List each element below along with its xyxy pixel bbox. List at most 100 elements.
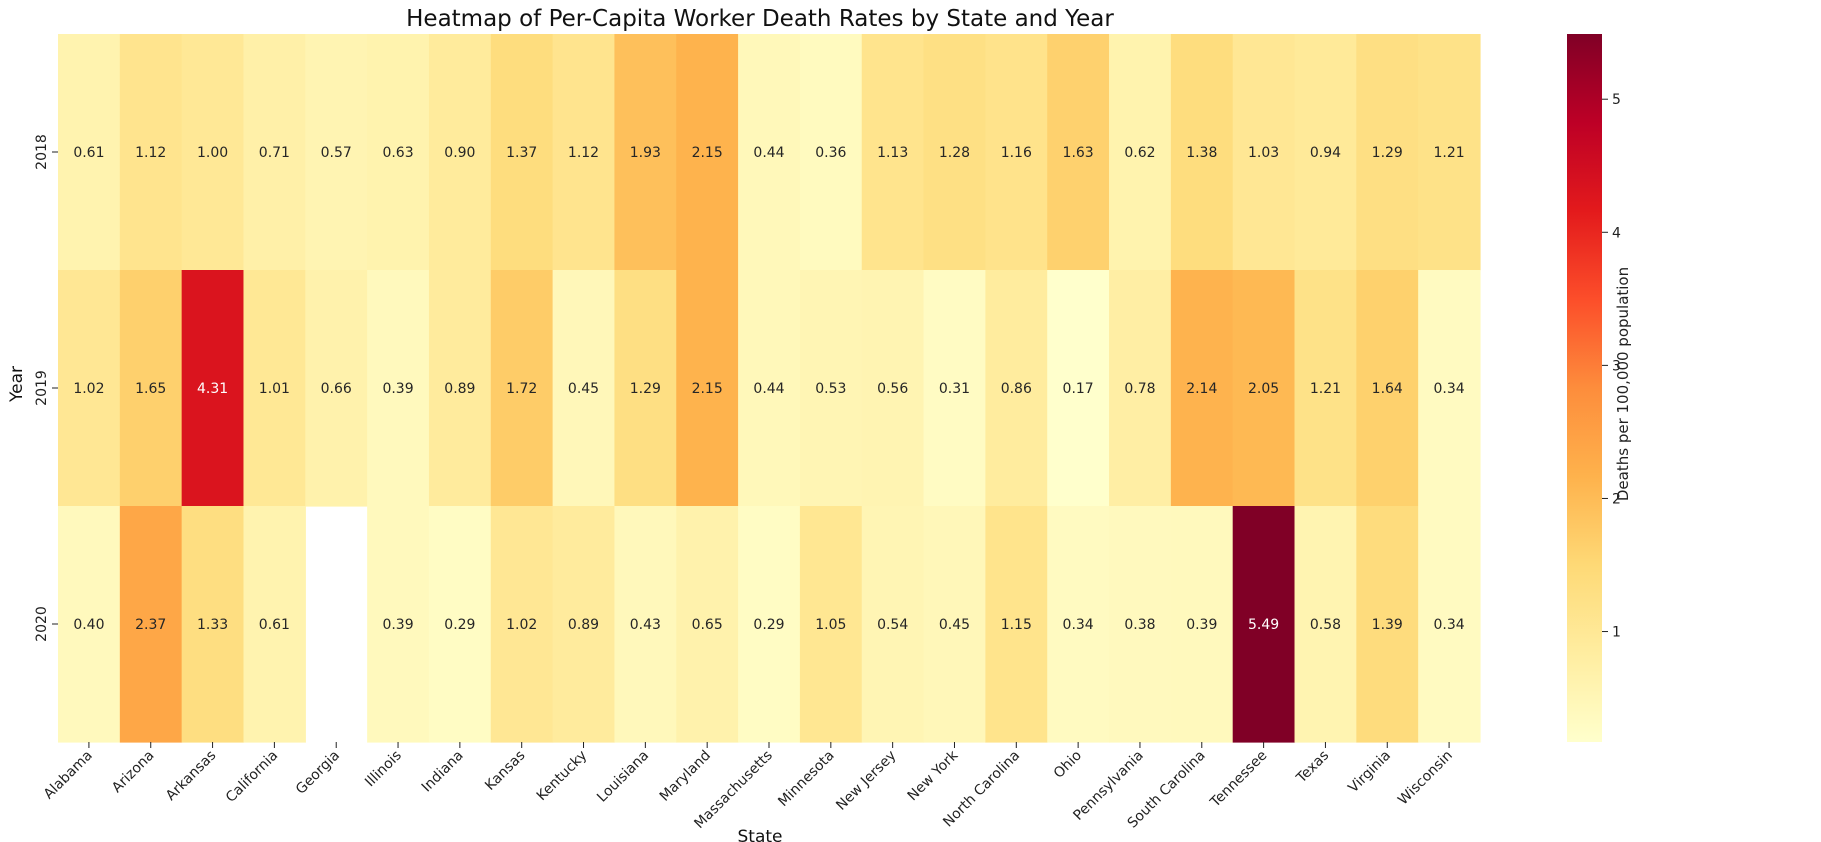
heatmap-cell-2019-minnesota <box>799 270 863 507</box>
heatmap-cell-2018-kansas <box>490 34 554 271</box>
heatmap-cell-2020-massachusetts <box>738 506 801 743</box>
cell-value-label: 0.89 <box>568 617 599 633</box>
x-axis-label: State <box>738 827 783 842</box>
heatmap-cell-2020-arkansas <box>181 506 245 743</box>
cell-value-label: 1.02 <box>506 617 537 633</box>
heatmap-cell-2019-louisiana <box>614 270 677 507</box>
cell-value-label: 0.94 <box>1310 145 1341 161</box>
heatmap-cell-2020-arizona <box>119 506 183 743</box>
cell-value-label: 0.34 <box>1434 381 1465 397</box>
cell-value-label: 1.29 <box>1372 145 1403 161</box>
heatmap-cell-2020-south-carolina <box>1170 506 1234 743</box>
cell-value-label: 1.63 <box>1063 145 1094 161</box>
cell-value-label: 0.43 <box>630 617 661 633</box>
cell-value-label: 0.66 <box>321 381 352 397</box>
cell-value-label: 1.01 <box>259 381 290 397</box>
heatmap-cell-2019-indiana <box>428 270 492 507</box>
colorbar-tick-label: 5 <box>1612 92 1621 108</box>
heatmap-cell-2019-texas <box>1294 270 1357 507</box>
heatmap-cell-2019-tennessee <box>1232 270 1296 507</box>
heatmap-cell-2020-kentucky <box>552 506 616 743</box>
y-tick-label: 2018 <box>34 134 50 170</box>
cell-value-label: 1.12 <box>568 145 599 161</box>
x-tick-label: Virginia <box>1345 748 1394 797</box>
heatmap-cell-2018-new-york <box>923 34 986 271</box>
heatmap-cell-2018-south-carolina <box>1170 34 1234 271</box>
heatmap-cell-2020-virginia <box>1356 506 1419 743</box>
heatmap-cell-2018-north-carolina <box>985 34 1048 271</box>
heatmap-cell-2020-wisconsin <box>1418 506 1481 743</box>
cell-value-label: 0.39 <box>382 381 413 397</box>
cell-value-label: 2.15 <box>692 145 723 161</box>
heatmap-cell-2020-maryland <box>676 506 739 743</box>
heatmap-cell-2019-wisconsin <box>1418 270 1481 507</box>
heatmap-cell-2018-arizona <box>119 34 183 271</box>
cell-value-label: 0.40 <box>73 617 104 633</box>
x-tick-label: New Jersey <box>833 748 899 814</box>
heatmap-cell-labels: 0.61 1.12 1.00 0.71 0.57 0.63 0.90 1.37 1.12 1.93… <box>73 145 1464 633</box>
cell-value-label: 0.54 <box>877 617 908 633</box>
heatmap-cell-2018-virginia <box>1356 34 1419 271</box>
cell-value-label: 0.36 <box>815 145 846 161</box>
heatmap-cell-2018-texas <box>1294 34 1357 271</box>
cell-value-label: 0.39 <box>1186 617 1217 633</box>
x-tick-label: Minnesota <box>775 748 837 810</box>
cell-value-label: 2.14 <box>1186 381 1217 397</box>
heatmap-cell-2020-north-carolina <box>985 506 1048 743</box>
x-tick-label: Georgia <box>293 748 343 798</box>
cell-value-label: 1.38 <box>1186 145 1217 161</box>
cell-value-label: 1.28 <box>939 145 970 161</box>
heatmap-cell-2020-minnesota <box>799 506 863 743</box>
cell-value-label: 0.44 <box>753 381 784 397</box>
heatmap-cell-2019-illinois <box>367 270 430 507</box>
heatmap-cell-2018-georgia <box>305 34 368 271</box>
x-tick-label: Alabama <box>41 748 96 803</box>
x-tick-label: Texas <box>1293 748 1332 787</box>
cell-value-label: 0.58 <box>1310 617 1341 633</box>
cell-value-label: 0.44 <box>753 145 784 161</box>
cell-value-label: 0.57 <box>321 145 352 161</box>
heatmap-cell-2018-wisconsin <box>1418 34 1481 271</box>
cell-value-label: 1.64 <box>1372 381 1403 397</box>
cell-value-label: 0.78 <box>1124 381 1155 397</box>
colorbar-gradient <box>1567 34 1602 742</box>
cell-value-label: 1.21 <box>1434 145 1465 161</box>
colorbar: 1 2 3 4 5 <box>1567 34 1621 742</box>
x-tick-label: Arizona <box>109 748 158 797</box>
cell-value-label: 4.31 <box>197 381 228 397</box>
colorbar-label: Deaths per 100,000 population <box>1614 267 1632 501</box>
heatmap-cell-2018-arkansas <box>181 34 245 271</box>
heatmap-cell-2020-indiana <box>428 506 492 743</box>
cell-value-label: 1.72 <box>506 381 537 397</box>
y-axis: 2018 2019 2020 <box>34 134 58 642</box>
cell-value-label: 1.33 <box>197 617 228 633</box>
x-tick-label: Louisiana <box>594 748 652 806</box>
x-tick-label: Kentucky <box>534 748 591 805</box>
cell-value-label: 0.89 <box>444 381 475 397</box>
cell-value-label: 1.03 <box>1248 145 1279 161</box>
cell-value-label: 0.86 <box>1001 381 1032 397</box>
x-axis: Alabama Arizona Arkansas California Georgia I… <box>41 742 1456 832</box>
heatmap-cell-2020-illinois <box>367 506 430 743</box>
cell-value-label: 2.15 <box>692 381 723 397</box>
colorbar-tick-label: 4 <box>1612 225 1621 241</box>
cell-value-label: 1.65 <box>135 381 166 397</box>
heatmap-cell-2020-pennsylvania <box>1109 506 1172 743</box>
cell-value-label: 1.21 <box>1310 381 1341 397</box>
cell-value-label: 0.61 <box>73 145 104 161</box>
x-tick-label: Tennessee <box>1207 748 1271 812</box>
heatmap-cell-2020-california <box>243 506 306 743</box>
cell-value-label: 2.37 <box>135 617 166 633</box>
heatmap-cells <box>58 34 1481 743</box>
cell-value-label: 0.38 <box>1124 617 1155 633</box>
heatmap-cell-2020-louisiana <box>614 506 677 743</box>
heatmap-cell-2019-massachusetts <box>738 270 801 507</box>
heatmap-cell-2019-georgia <box>305 270 368 507</box>
heatmap-cell-2019-new-york <box>923 270 986 507</box>
cell-value-label: 1.15 <box>1001 617 1032 633</box>
cell-value-label: 1.39 <box>1372 617 1403 633</box>
cell-value-label: 0.65 <box>692 617 723 633</box>
heatmap-cell-2019-kansas <box>490 270 554 507</box>
heatmap-cell-2020-alabama <box>58 506 121 743</box>
